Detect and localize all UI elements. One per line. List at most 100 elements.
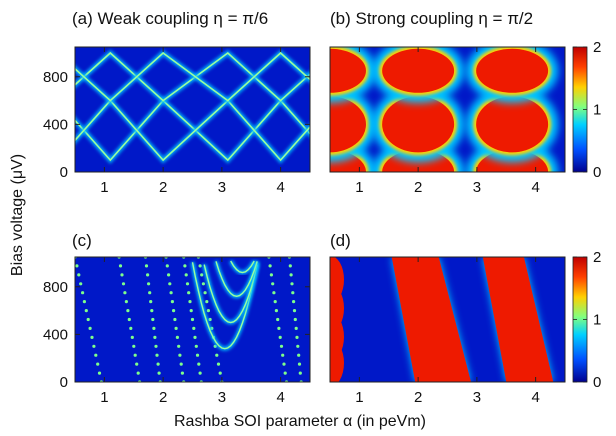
panel-b-xtick-label-0: 1 <box>355 179 363 196</box>
panel-c-arc-121 <box>203 264 258 324</box>
panel-c-dot-65 <box>193 335 197 339</box>
panel-c-dot-115 <box>291 291 295 295</box>
panel-c-dot-33 <box>155 353 159 357</box>
panel-c-dot-58 <box>165 264 169 268</box>
panel-c-dot-57 <box>167 273 171 277</box>
panel-c-dot-26 <box>121 282 126 286</box>
panel-c-title: (c) <box>72 231 92 250</box>
panel-b-frame <box>329 46 566 173</box>
panel-c-dot-8 <box>84 309 88 313</box>
panel-c-dot-107 <box>297 362 302 366</box>
panel-c-ytick-label-2: 800 <box>43 279 68 296</box>
panel-d-band-0 <box>391 257 471 382</box>
panel-c-dot-61 <box>198 371 202 375</box>
panel-c-dot-9 <box>82 300 86 304</box>
panel-c-dot-12 <box>77 273 81 277</box>
panel-c-dot-76 <box>218 371 222 375</box>
panel-d: 1 2 3 4 <box>329 256 566 406</box>
panel-c-heat <box>75 257 303 382</box>
panel-b-xtick-label-3: 4 <box>531 179 539 196</box>
panel-c-dot-94 <box>279 344 284 348</box>
panel-c-dot-28 <box>118 264 123 268</box>
panel-c-dot-48 <box>178 353 182 357</box>
panel-c-dot-5 <box>90 335 94 339</box>
panel-c-xtick-label-1: 2 <box>159 389 167 406</box>
panel-c-dot-118 <box>288 264 292 268</box>
panel-c-dot-18 <box>133 353 137 357</box>
panel-c-dot-46 <box>180 371 184 375</box>
panel-c-dot-97 <box>276 317 280 322</box>
panel-c-ytick-label-0: 0 <box>60 374 68 391</box>
colorbar-bottom-ticks-label-1: 1 <box>593 312 601 329</box>
panel-c-dot-32 <box>156 362 160 366</box>
panel-c-dot-62 <box>197 362 201 366</box>
panel-a-xtick-label-2: 3 <box>218 179 226 196</box>
colorbar-bottom-ticks: 0 1 2 <box>573 249 601 391</box>
panel-c-xtick-label-0: 1 <box>100 389 108 406</box>
panel-c-dot-112 <box>293 317 297 322</box>
panel-c-xticks: 1 2 3 4 <box>100 257 285 406</box>
panel-c-ytick-label-1: 400 <box>43 326 68 343</box>
panel-c-dot-37 <box>151 317 155 322</box>
panel-d-title: (d) <box>330 231 351 250</box>
panel-a-heat <box>75 49 310 164</box>
panel-c-dot-100 <box>272 291 276 295</box>
panel-a-line-3 <box>75 51 310 102</box>
panel-c-dot-93 <box>281 353 285 357</box>
panel-c-dot-6 <box>88 326 92 330</box>
panel-d-lobe-5 <box>330 257 344 304</box>
panel-c-dot-16 <box>136 371 140 375</box>
panel-c-dot-70 <box>187 291 191 295</box>
panel-a: 1 2 3 4 0 400 800 <box>43 46 311 196</box>
panel-c-dot-34 <box>154 344 158 348</box>
panel-c-dot-7 <box>86 317 90 322</box>
panel-d-band-1 <box>482 257 554 382</box>
panel-c-dot-71 <box>185 282 190 286</box>
panel-c-dot-98 <box>274 309 278 313</box>
panel-c-dot-96 <box>277 326 281 330</box>
panel-c-dot-102 <box>269 273 273 277</box>
panel-c-dot-77 <box>216 362 221 366</box>
panel-d-xtick-label-2: 3 <box>473 389 481 406</box>
panel-c-dot-116 <box>290 282 294 286</box>
panel-c-dot-49 <box>177 344 181 348</box>
panel-c-dot-56 <box>168 282 172 286</box>
panel-b-xtick-label-1: 2 <box>414 179 422 196</box>
panel-c-dot-106 <box>298 371 302 375</box>
panel-b-title: (b) Strong coupling η = π/2 <box>330 9 533 28</box>
colorbar-top-ticks: 0 1 2 <box>573 39 601 181</box>
panel-c-dot-78 <box>215 353 219 357</box>
panel-c-dot-27 <box>120 273 124 277</box>
panel-c-dot-99 <box>273 300 277 304</box>
panel-a-ytick-label-2: 800 <box>43 69 68 86</box>
panel-c-dot-114 <box>292 300 296 304</box>
panel-c-dot-20 <box>130 335 134 339</box>
panel-a-xtick-label-1: 2 <box>159 179 167 196</box>
panel-c-dot-84 <box>205 300 209 304</box>
panel-c-dot-79 <box>213 344 217 348</box>
panel-d-xtick-label-1: 2 <box>414 389 422 406</box>
colorbar-top: 0 1 2 <box>572 39 601 181</box>
panel-b-lobe-2 <box>330 48 366 93</box>
panel-c-arc-123 <box>230 260 255 274</box>
panel-c-yticks: 0 400 800 <box>43 279 310 391</box>
panel-b-lobe-4 <box>382 96 455 153</box>
colorbar-top-ticks-label-1: 1 <box>593 102 601 119</box>
panel-c-dot-51 <box>174 326 178 330</box>
panel-a-line-2 <box>75 99 310 162</box>
panel-c-dot-50 <box>175 335 179 339</box>
panel-c-dot-64 <box>194 344 198 348</box>
panel-d-heat <box>330 257 554 382</box>
panel-c-dot-63 <box>195 353 200 357</box>
panel-c-dot-31 <box>157 371 161 375</box>
colorbar-top-ticks-label-2: 2 <box>593 39 601 56</box>
panel-c-frame <box>74 256 311 383</box>
panel-c-dot-19 <box>132 344 136 348</box>
panel-c-dot-88 <box>198 264 202 268</box>
panel-c-dot-11 <box>79 282 83 286</box>
colorbar-bottom-ticks-label-0: 0 <box>593 374 601 391</box>
panel-c-dot-2 <box>96 362 100 366</box>
panel-c-dot-24 <box>124 300 128 304</box>
panel-c-dot-91 <box>283 371 287 375</box>
panel-c-dot-103 <box>268 264 272 268</box>
